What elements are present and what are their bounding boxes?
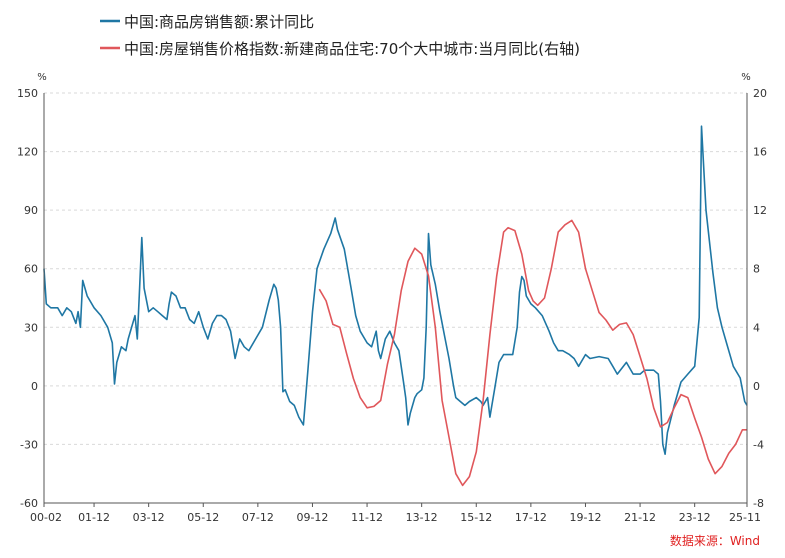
- left-tick-label: 90: [24, 204, 38, 217]
- series-layer: [43, 125, 748, 487]
- right-tick-label: 4: [753, 321, 760, 334]
- x-tick-label: 21-12: [624, 511, 656, 524]
- x-tick-label: 01-12: [78, 511, 110, 524]
- left-axis-unit: %: [37, 72, 47, 83]
- x-tick-label: 19-12: [569, 511, 601, 524]
- x-tick-label: 11-12: [351, 511, 383, 524]
- right-axis-unit: %: [741, 72, 751, 83]
- legend-label-sales: 中国:商品房销售额:累计同比: [124, 13, 314, 31]
- left-axis-ticks: 150 120 90 60 30 0 -30 -60: [17, 87, 38, 510]
- right-tick-label: 0: [753, 380, 760, 393]
- x-tick-label: 17-12: [515, 511, 547, 524]
- right-tick-label: 20: [753, 87, 767, 100]
- right-tick-label: -4: [753, 438, 764, 451]
- x-tick-label: 15-12: [460, 511, 492, 524]
- left-tick-label: 0: [31, 380, 38, 393]
- left-tick-label: -30: [20, 438, 38, 451]
- grid: [44, 92, 747, 504]
- left-tick-label: 150: [17, 87, 38, 100]
- left-tick-label: -60: [20, 497, 38, 510]
- x-tick-label: 13-12: [406, 511, 438, 524]
- series-line-sales-yoy: [43, 125, 748, 456]
- legend: 中国:商品房销售额:累计同比 中国:房屋销售价格指数:新建商品住宅:70个大中城…: [100, 13, 580, 58]
- right-axis-ticks: 20 16 12 8 4 0 -4 -8: [753, 87, 767, 510]
- x-axis-ticks: 00-02 01-12 03-12 05-12 07-12 09-12 11-12 13-12…: [30, 503, 761, 524]
- x-tick-label: 07-12: [242, 511, 274, 524]
- data-source-note: 数据来源：Wind: [670, 533, 760, 548]
- right-tick-label: -8: [753, 497, 764, 510]
- right-tick-label: 12: [753, 204, 767, 217]
- legend-label-price-index: 中国:房屋销售价格指数:新建商品住宅:70个大中城市:当月同比(右轴): [124, 40, 580, 58]
- left-tick-label: 30: [24, 321, 38, 334]
- x-tick-label: 23-12: [679, 511, 711, 524]
- x-tick-label: 03-12: [133, 511, 165, 524]
- right-tick-label: 16: [753, 146, 767, 159]
- left-tick-label: 120: [17, 146, 38, 159]
- right-tick-label: 8: [753, 263, 760, 276]
- x-tick-label: 09-12: [296, 511, 328, 524]
- left-tick-label: 60: [24, 263, 38, 276]
- x-tick-label: 05-12: [187, 511, 219, 524]
- x-tick-label: 00-02: [30, 511, 62, 524]
- x-tick-label: 25-11: [729, 511, 761, 524]
- series-line-price-index-yoy: [318, 219, 747, 487]
